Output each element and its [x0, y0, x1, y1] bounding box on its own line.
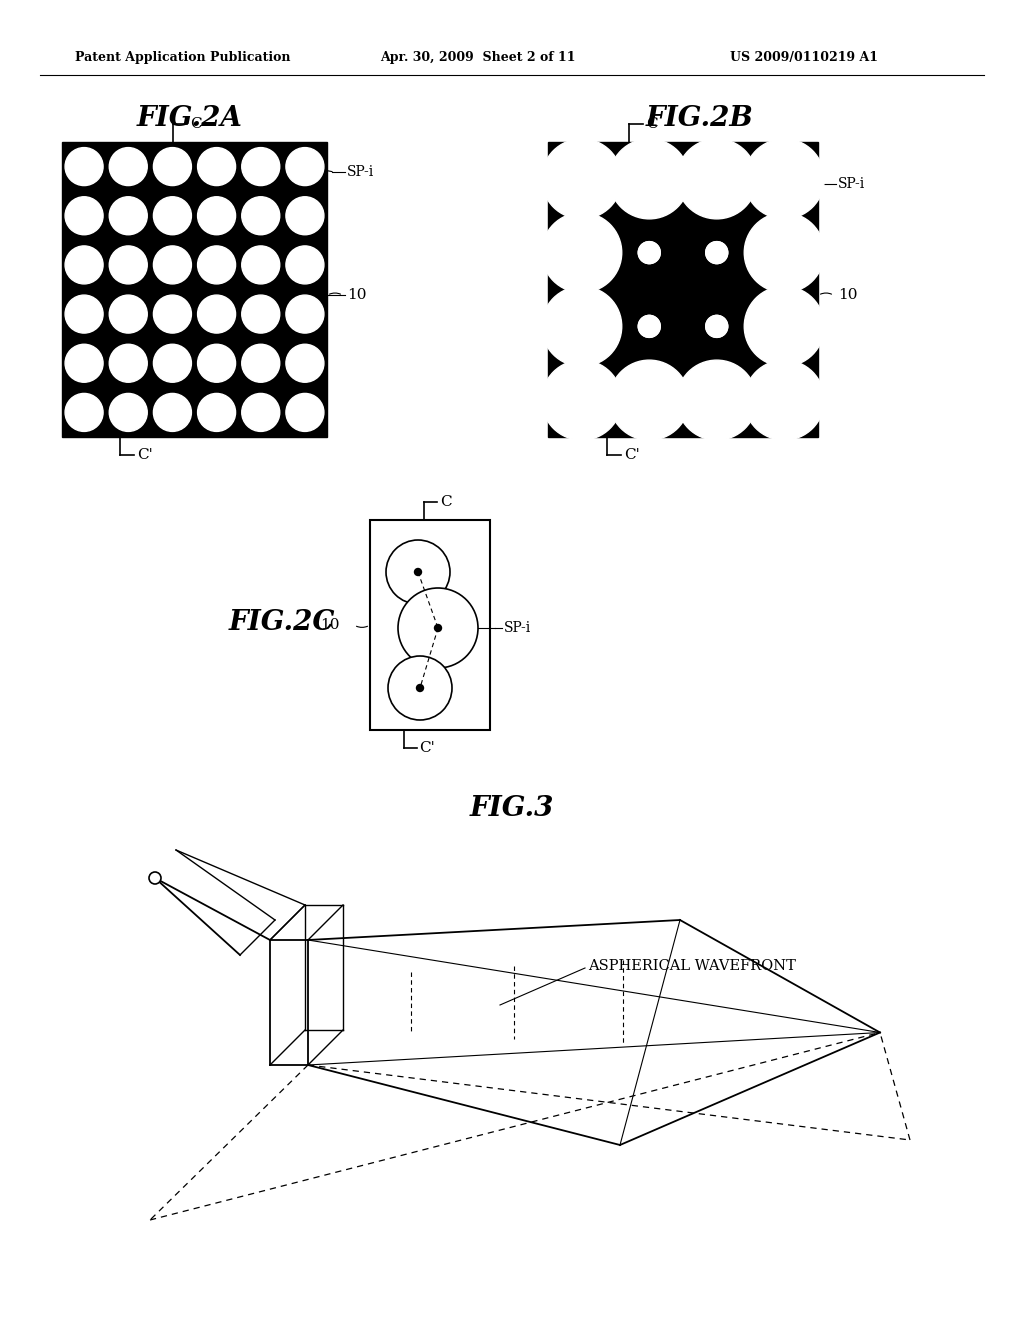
Text: Patent Application Publication: Patent Application Publication [75, 51, 291, 65]
Circle shape [434, 624, 441, 631]
Circle shape [542, 360, 622, 440]
Text: C: C [646, 117, 657, 131]
Bar [62, 143, 327, 437]
Circle shape [110, 393, 147, 432]
Circle shape [677, 139, 757, 219]
Circle shape [242, 345, 280, 383]
Circle shape [744, 139, 824, 219]
Circle shape [744, 213, 824, 293]
Circle shape [66, 197, 103, 235]
Circle shape [542, 139, 622, 219]
Circle shape [198, 148, 236, 186]
Circle shape [242, 296, 280, 333]
Circle shape [242, 246, 280, 284]
Bar [370, 520, 490, 730]
Circle shape [415, 569, 422, 576]
Circle shape [66, 148, 103, 186]
Circle shape [198, 246, 236, 284]
Circle shape [706, 242, 728, 264]
Text: SP-i: SP-i [347, 165, 374, 178]
Text: C: C [190, 117, 202, 131]
Circle shape [744, 360, 824, 440]
Text: FIG.3: FIG.3 [470, 795, 554, 821]
Circle shape [638, 315, 660, 338]
Text: US 2009/0110219 A1: US 2009/0110219 A1 [730, 51, 878, 65]
Circle shape [154, 345, 191, 383]
Text: C': C' [625, 447, 640, 462]
Text: SP-i: SP-i [504, 620, 531, 635]
Text: C: C [440, 495, 452, 510]
Circle shape [110, 148, 147, 186]
Circle shape [154, 296, 191, 333]
Circle shape [706, 315, 728, 338]
Circle shape [706, 242, 728, 264]
Circle shape [706, 315, 728, 338]
Circle shape [154, 393, 191, 432]
Text: 10: 10 [347, 288, 367, 302]
Circle shape [542, 213, 622, 293]
Circle shape [286, 345, 324, 383]
Text: ASPHERICAL WAVEFRONT: ASPHERICAL WAVEFRONT [588, 960, 796, 973]
Circle shape [706, 389, 728, 411]
Circle shape [198, 345, 236, 383]
Circle shape [66, 393, 103, 432]
Circle shape [198, 393, 236, 432]
Text: FIG.2B: FIG.2B [646, 104, 754, 132]
Circle shape [242, 197, 280, 235]
Text: FIG.2C: FIG.2C [228, 609, 335, 635]
Circle shape [286, 393, 324, 432]
Circle shape [386, 540, 450, 605]
Circle shape [154, 246, 191, 284]
Circle shape [286, 296, 324, 333]
Circle shape [638, 242, 660, 264]
Text: FIG.2A: FIG.2A [137, 104, 243, 132]
Circle shape [638, 315, 660, 338]
Circle shape [110, 197, 147, 235]
Text: C': C' [137, 447, 153, 462]
Circle shape [773, 315, 796, 338]
Circle shape [609, 360, 689, 440]
Circle shape [744, 286, 824, 367]
Circle shape [773, 242, 796, 264]
Circle shape [154, 148, 191, 186]
Circle shape [242, 148, 280, 186]
Text: SP-i: SP-i [838, 177, 865, 191]
Circle shape [242, 393, 280, 432]
Text: Apr. 30, 2009  Sheet 2 of 11: Apr. 30, 2009 Sheet 2 of 11 [380, 51, 575, 65]
Text: 10: 10 [838, 288, 857, 302]
Circle shape [150, 873, 161, 884]
Circle shape [398, 587, 478, 668]
Circle shape [417, 685, 424, 692]
Circle shape [286, 148, 324, 186]
Circle shape [388, 656, 452, 719]
Circle shape [198, 296, 236, 333]
Circle shape [609, 139, 689, 219]
Text: C': C' [420, 741, 435, 755]
Circle shape [773, 389, 796, 411]
Circle shape [638, 242, 660, 264]
Circle shape [110, 296, 147, 333]
Circle shape [110, 345, 147, 383]
Circle shape [110, 246, 147, 284]
Circle shape [198, 197, 236, 235]
Circle shape [154, 197, 191, 235]
Circle shape [286, 246, 324, 284]
Bar [548, 143, 818, 437]
Circle shape [66, 246, 103, 284]
Circle shape [638, 389, 660, 411]
Circle shape [66, 296, 103, 333]
Circle shape [677, 360, 757, 440]
Circle shape [286, 197, 324, 235]
Text: 10: 10 [321, 618, 340, 632]
Circle shape [542, 286, 622, 367]
Circle shape [66, 345, 103, 383]
